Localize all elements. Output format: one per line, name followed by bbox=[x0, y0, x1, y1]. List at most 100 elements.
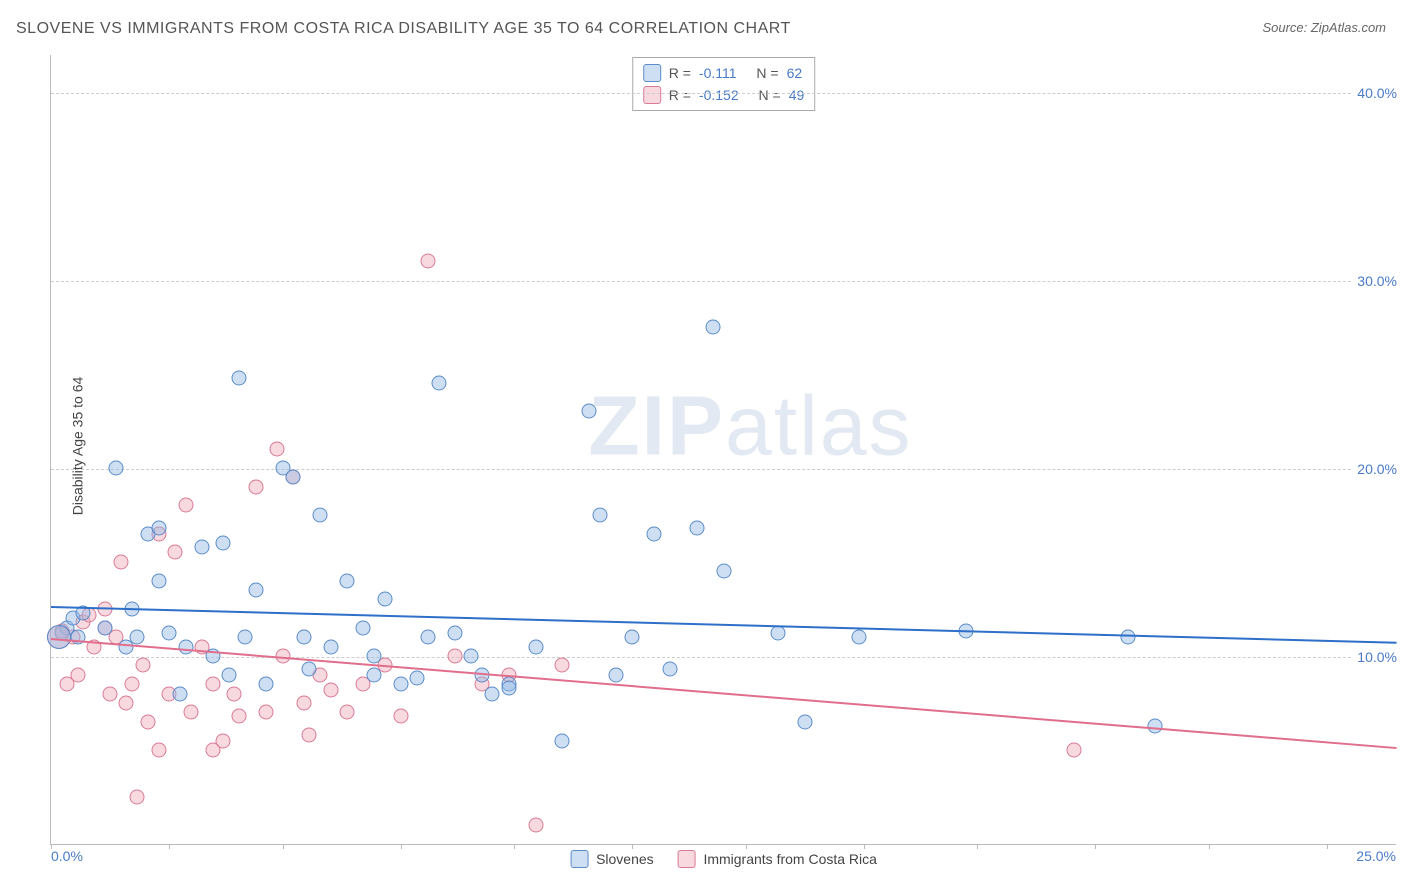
source-label: Source: ZipAtlas.com bbox=[1262, 20, 1386, 35]
data-point bbox=[119, 695, 134, 710]
data-point bbox=[270, 442, 285, 457]
data-point bbox=[205, 677, 220, 692]
data-point bbox=[232, 370, 247, 385]
data-point bbox=[593, 507, 608, 522]
data-point bbox=[130, 630, 145, 645]
data-point bbox=[151, 521, 166, 536]
data-point bbox=[140, 714, 155, 729]
legend-label: Immigrants from Costa Rica bbox=[703, 851, 876, 867]
data-point bbox=[237, 630, 252, 645]
data-point bbox=[151, 742, 166, 757]
data-point bbox=[113, 554, 128, 569]
stats-row: R = -0.152 N = 49 bbox=[643, 84, 805, 106]
data-point bbox=[178, 639, 193, 654]
y-tick-label: 10.0% bbox=[1353, 649, 1401, 665]
data-point bbox=[340, 705, 355, 720]
data-point bbox=[248, 583, 263, 598]
gridline bbox=[51, 469, 1396, 470]
data-point bbox=[555, 658, 570, 673]
data-point bbox=[528, 639, 543, 654]
x-tick-mark bbox=[514, 844, 515, 849]
data-point bbox=[297, 630, 312, 645]
data-point bbox=[367, 648, 382, 663]
y-tick-label: 20.0% bbox=[1353, 461, 1401, 477]
stats-row: R = -0.111 N = 62 bbox=[643, 62, 805, 84]
data-point bbox=[356, 620, 371, 635]
chart-title: SLOVENE VS IMMIGRANTS FROM COSTA RICA DI… bbox=[16, 20, 791, 38]
x-tick-mark bbox=[746, 844, 747, 849]
data-point bbox=[124, 677, 139, 692]
data-point bbox=[323, 682, 338, 697]
data-point bbox=[248, 479, 263, 494]
x-tick-mark bbox=[864, 844, 865, 849]
legend-label: Slovenes bbox=[596, 851, 654, 867]
data-point bbox=[717, 564, 732, 579]
x-tick-mark bbox=[1209, 844, 1210, 849]
x-tick-label: 25.0% bbox=[1356, 848, 1396, 864]
data-point bbox=[447, 626, 462, 641]
data-point bbox=[485, 686, 500, 701]
data-point bbox=[97, 620, 112, 635]
swatch-pink bbox=[643, 86, 661, 104]
x-tick-mark bbox=[51, 844, 52, 849]
x-tick-mark bbox=[169, 844, 170, 849]
data-point bbox=[221, 667, 236, 682]
plot-area: ZIPatlas R = -0.111 N = 62 R = -0.152 N … bbox=[50, 55, 1396, 845]
data-point bbox=[194, 539, 209, 554]
data-point bbox=[393, 709, 408, 724]
data-point bbox=[690, 521, 705, 536]
x-tick-label: 0.0% bbox=[51, 848, 83, 864]
data-point bbox=[178, 498, 193, 513]
data-point bbox=[227, 686, 242, 701]
stats-legend: R = -0.111 N = 62 R = -0.152 N = 49 bbox=[632, 57, 816, 111]
x-tick-mark bbox=[283, 844, 284, 849]
data-point bbox=[103, 686, 118, 701]
data-point bbox=[340, 573, 355, 588]
swatch-blue bbox=[570, 850, 588, 868]
data-point bbox=[173, 686, 188, 701]
data-point bbox=[555, 733, 570, 748]
watermark: ZIPatlas bbox=[588, 377, 912, 474]
x-tick-mark bbox=[401, 844, 402, 849]
trend-line bbox=[51, 606, 1397, 644]
data-point bbox=[323, 639, 338, 654]
data-point bbox=[410, 671, 425, 686]
data-point bbox=[135, 658, 150, 673]
data-point bbox=[663, 662, 678, 677]
gridline bbox=[51, 281, 1396, 282]
data-point bbox=[130, 789, 145, 804]
data-point bbox=[797, 714, 812, 729]
data-point bbox=[393, 677, 408, 692]
chart-container: SLOVENE VS IMMIGRANTS FROM COSTA RICA DI… bbox=[0, 0, 1406, 892]
data-point bbox=[162, 626, 177, 641]
data-point bbox=[70, 667, 85, 682]
data-point bbox=[297, 695, 312, 710]
x-tick-mark bbox=[1327, 844, 1328, 849]
data-point bbox=[420, 630, 435, 645]
data-point bbox=[528, 818, 543, 833]
data-point bbox=[463, 648, 478, 663]
data-point bbox=[706, 319, 721, 334]
data-point bbox=[1120, 630, 1135, 645]
data-point bbox=[302, 727, 317, 742]
data-point bbox=[216, 536, 231, 551]
swatch-pink bbox=[677, 850, 695, 868]
data-point bbox=[501, 680, 516, 695]
data-point bbox=[447, 648, 462, 663]
data-point bbox=[108, 460, 123, 475]
data-point bbox=[151, 573, 166, 588]
data-point bbox=[625, 630, 640, 645]
data-point bbox=[259, 677, 274, 692]
x-tick-mark bbox=[1095, 844, 1096, 849]
data-point bbox=[313, 507, 328, 522]
gridline bbox=[51, 657, 1396, 658]
data-point bbox=[377, 592, 392, 607]
data-point bbox=[286, 470, 301, 485]
series-legend: Slovenes Immigrants from Costa Rica bbox=[570, 850, 877, 868]
data-point bbox=[167, 545, 182, 560]
y-tick-label: 30.0% bbox=[1353, 273, 1401, 289]
data-point bbox=[302, 662, 317, 677]
data-point bbox=[609, 667, 624, 682]
data-point bbox=[1066, 742, 1081, 757]
data-point bbox=[1147, 718, 1162, 733]
